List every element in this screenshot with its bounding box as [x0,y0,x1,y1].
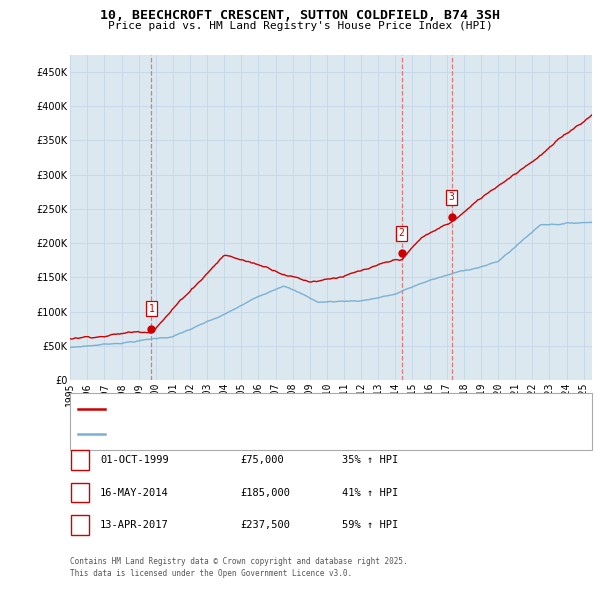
Text: This data is licensed under the Open Government Licence v3.0.: This data is licensed under the Open Gov… [70,569,352,578]
Text: 3: 3 [449,192,454,202]
Text: 2: 2 [77,488,83,497]
Text: £185,000: £185,000 [240,488,290,497]
Text: HPI: Average price, semi-detached house, Walsall: HPI: Average price, semi-detached house,… [110,430,362,438]
Text: £237,500: £237,500 [240,520,290,530]
Text: 1: 1 [77,455,83,465]
Text: 1: 1 [149,304,154,313]
Text: 35% ↑ HPI: 35% ↑ HPI [342,455,398,465]
Text: 3: 3 [77,520,83,530]
Text: Contains HM Land Registry data © Crown copyright and database right 2025.: Contains HM Land Registry data © Crown c… [70,558,408,566]
Text: 59% ↑ HPI: 59% ↑ HPI [342,520,398,530]
Text: £75,000: £75,000 [240,455,284,465]
Text: 01-OCT-1999: 01-OCT-1999 [100,455,169,465]
Text: 2: 2 [399,228,404,238]
Text: 10, BEECHCROFT CRESCENT, SUTTON COLDFIELD, B74 3SH: 10, BEECHCROFT CRESCENT, SUTTON COLDFIEL… [100,9,500,22]
Text: 16-MAY-2014: 16-MAY-2014 [100,488,169,497]
Text: 41% ↑ HPI: 41% ↑ HPI [342,488,398,497]
Text: 13-APR-2017: 13-APR-2017 [100,520,169,530]
Text: Price paid vs. HM Land Registry's House Price Index (HPI): Price paid vs. HM Land Registry's House … [107,21,493,31]
Text: 10, BEECHCROFT CRESCENT, SUTTON COLDFIELD, B74 3SH (semi-detached house): 10, BEECHCROFT CRESCENT, SUTTON COLDFIEL… [110,405,488,414]
